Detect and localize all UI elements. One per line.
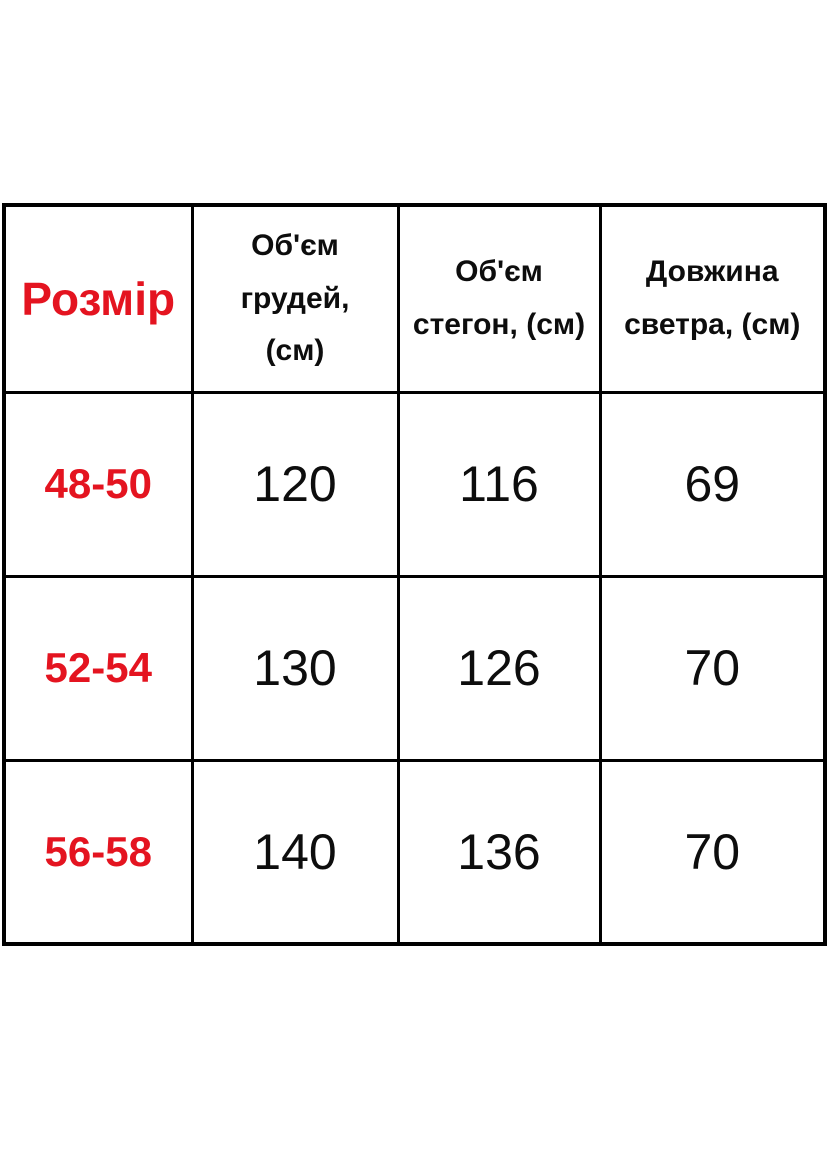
- size-value-cell: 48-50: [2, 390, 194, 578]
- header-cell-size: Розмір: [2, 203, 194, 394]
- length-value-cell: 69: [598, 390, 827, 578]
- table-row: 56-58 140 136 70: [2, 758, 827, 946]
- header-cell-chest: Об'єм грудей, (см): [190, 203, 400, 394]
- chest-value-cell: 130: [190, 574, 400, 762]
- chest-column-title: Об'єм грудей, (см): [240, 229, 350, 367]
- hips-value-cell: 126: [396, 574, 602, 762]
- size-column-title: Розмір: [21, 272, 176, 325]
- header-cell-length: Довжина светра, (см): [598, 203, 827, 394]
- header-cell-hips: Об'єм стегон, (см): [396, 203, 602, 394]
- size-chart-table: Розмір Об'єм грудей, (см) Об'єм стегон, …: [2, 203, 827, 946]
- size-value-cell: 52-54: [2, 574, 194, 762]
- table-row: 52-54 130 126 70: [2, 574, 827, 762]
- length-value-cell: 70: [598, 758, 827, 946]
- chest-value-cell: 140: [190, 758, 400, 946]
- size-value-cell: 56-58: [2, 758, 194, 946]
- length-value-cell: 70: [598, 574, 827, 762]
- header-row: Розмір Об'єм грудей, (см) Об'єм стегон, …: [2, 203, 827, 394]
- hips-value-cell: 136: [396, 758, 602, 946]
- hips-value-cell: 116: [396, 390, 602, 578]
- hips-column-title: Об'єм стегон, (см): [412, 255, 586, 341]
- length-column-title: Довжина светра, (см): [624, 255, 801, 341]
- table-row: 48-50 120 116 69: [2, 390, 827, 578]
- chest-value-cell: 120: [190, 390, 400, 578]
